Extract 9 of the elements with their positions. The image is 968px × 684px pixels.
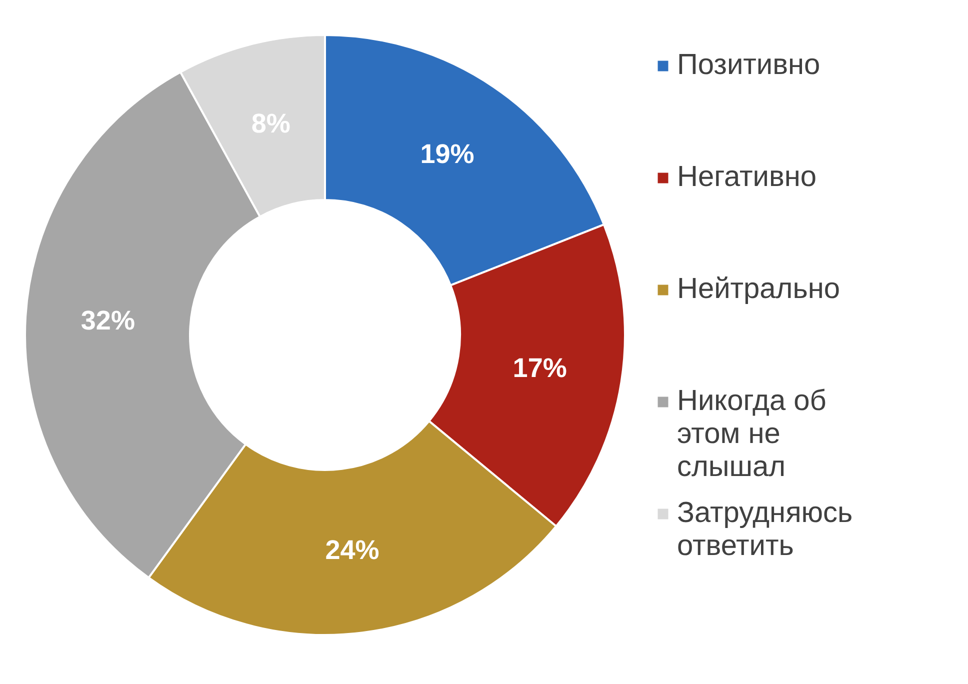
legend-label: Позитивно <box>677 49 820 81</box>
legend-label: Негативно <box>677 161 817 193</box>
data-label: 32% <box>80 305 135 336</box>
data-label: 17% <box>512 353 567 384</box>
legend-label: Никогда об этом не слышал <box>677 385 826 483</box>
legend-label: Нейтрально <box>677 273 840 305</box>
data-label: 19% <box>420 139 474 170</box>
data-label: 24% <box>325 534 380 565</box>
legend-label: Затрудняюсь ответить <box>677 497 853 562</box>
